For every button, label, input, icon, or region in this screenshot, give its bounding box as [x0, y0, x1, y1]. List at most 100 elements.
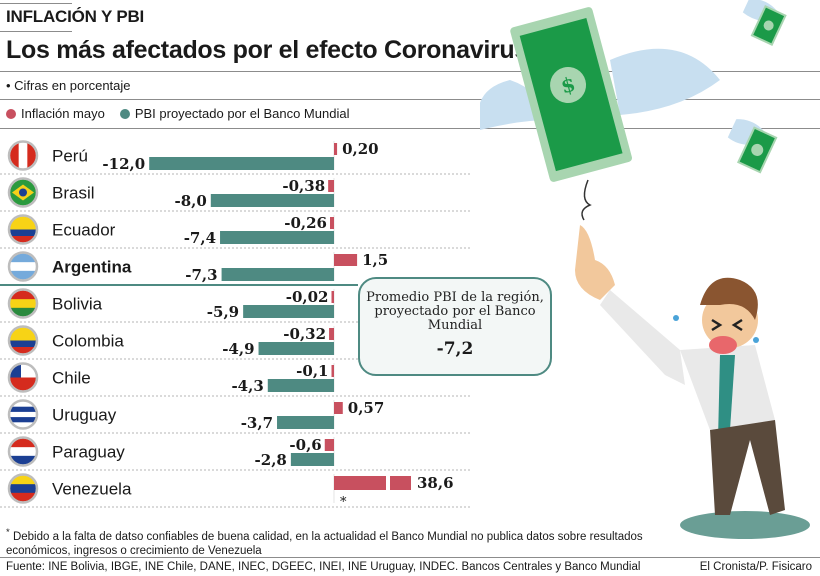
flag-ring	[7, 251, 39, 282]
legend-rule	[0, 128, 820, 129]
flag-ring	[7, 399, 39, 430]
flag-ring	[7, 362, 39, 393]
svg-text:$: $	[558, 72, 578, 99]
country-label: Venezuela	[52, 480, 132, 499]
illustration: $	[480, 0, 810, 539]
gdp-value-label: -2,8	[255, 451, 287, 469]
country-label: Brasil	[52, 184, 95, 203]
regional-average-label: Promedio PBI de la región, proyectado po…	[366, 290, 544, 333]
flying-banknote-icon: $	[510, 7, 632, 182]
bar-chart: Perú 0,20 -12,0 Brasil -0,38 -8,0 Ecuador -0,26…	[0, 140, 470, 510]
flag-colombia-icon	[10, 327, 36, 354]
footer-rule	[0, 557, 820, 558]
gdp-bar	[258, 342, 334, 355]
subtitle: • Cifras en porcentaje	[6, 78, 131, 93]
legend-item-inflation: Inflación mayo	[6, 106, 105, 121]
gdp-value-label: -3,7	[241, 414, 273, 432]
country-label: Chile	[52, 369, 91, 388]
flag-ring	[7, 214, 39, 245]
flag-chile-icon	[10, 364, 36, 391]
gdp-bar	[210, 194, 334, 207]
gdp-value-label: -5,9	[207, 303, 239, 321]
inflation-bar	[331, 365, 334, 377]
inflation-bar	[334, 402, 343, 414]
title-rule	[0, 71, 820, 72]
string-icon	[581, 179, 592, 221]
legend-swatch-inflation	[6, 108, 16, 119]
inflation-bar	[329, 328, 334, 340]
country-label: Paraguay	[52, 443, 125, 462]
gdp-bar	[221, 268, 334, 281]
flag-ring	[7, 325, 39, 356]
footnote-text: Debido a la falta de datso confiables de…	[6, 530, 643, 557]
inflation-value-label: -0,26	[284, 214, 327, 232]
inflation-value-label: -0,38	[282, 177, 325, 195]
inflation-value-label: 38,6	[417, 474, 454, 492]
inflation-value-label: 1,5	[362, 251, 388, 269]
gdp-value-label: -4,9	[222, 340, 254, 358]
inflation-value-label: -0,1	[296, 362, 328, 380]
gdp-bar	[243, 305, 334, 318]
inflation-value-label: -0,02	[286, 288, 329, 306]
legend: Inflación mayo PBI proyectado por el Ban…	[6, 106, 364, 121]
wings-icon	[480, 48, 720, 130]
flag-ecuador-icon	[10, 216, 36, 243]
country-label: Perú	[52, 147, 88, 166]
legend-swatch-gdp	[119, 108, 130, 119]
flag-brasil-icon	[10, 179, 36, 206]
source: Fuente: INE Bolivia, IBGE, INE Chile, DA…	[6, 561, 641, 573]
legend-label-inflation: Inflación mayo	[21, 106, 105, 121]
flag-uruguay-icon	[10, 401, 36, 428]
credit: El Cronista/P. Fisicaro	[699, 561, 812, 573]
country-label: Uruguay	[52, 406, 117, 425]
inflation-bar	[328, 180, 334, 192]
flag-ring	[7, 436, 39, 467]
inflation-value-label: -0,6	[289, 436, 321, 454]
flag-bolivia-icon	[10, 290, 36, 317]
inflation-bar-break	[390, 476, 411, 490]
gdp-value-label: -7,4	[184, 229, 216, 247]
gdp-bar	[149, 157, 334, 170]
gdp-footnote-marker: *	[340, 495, 347, 510]
inflation-bar	[334, 476, 386, 490]
inflation-value-label: 0,20	[342, 140, 379, 158]
gdp-value-label: -4,3	[231, 377, 263, 395]
kicker-rule	[0, 31, 72, 32]
small-banknote-icon	[742, 0, 787, 46]
gdp-bar	[267, 379, 334, 392]
footnote: * Debido a la falta de datso confiables …	[6, 526, 686, 558]
kicker: INFLACIÓN Y PBI	[6, 7, 145, 26]
country-label: Argentina	[52, 258, 132, 277]
country-label: Ecuador	[52, 221, 116, 240]
flag-ring	[7, 177, 39, 208]
flag-perú-icon	[10, 142, 36, 169]
inflation-bar	[324, 439, 334, 451]
inflation-bar	[334, 254, 358, 266]
small-banknote-icon-2	[727, 119, 778, 174]
gdp-value-label: -12,0	[102, 155, 145, 173]
flag-venezuela-icon	[10, 475, 36, 502]
gdp-bar	[277, 416, 334, 429]
inflation-value-label: 0,57	[348, 399, 385, 417]
country-label: Colombia	[52, 332, 124, 351]
country-label: Bolivia	[52, 295, 103, 314]
footnote-marker: *	[6, 527, 10, 538]
inflation-bar	[329, 217, 334, 229]
inflation-bar	[331, 291, 334, 303]
gdp-bar	[290, 453, 334, 466]
regional-average-box: Promedio PBI de la región, proyectado po…	[358, 277, 552, 376]
legend-item-gdp: PBI proyectado por el Banco Mundial	[119, 106, 350, 121]
gdp-value-label: -7,3	[185, 266, 217, 284]
flag-paraguay-icon	[10, 438, 36, 465]
inflation-bar	[334, 143, 338, 155]
flag-argentina-icon	[10, 253, 36, 280]
legend-label-gdp: PBI proyectado por el Banco Mundial	[134, 106, 350, 121]
gdp-bar	[220, 231, 334, 244]
crying-man-icon	[575, 225, 810, 539]
page-title: Los más afectados por el efecto Coronavi…	[6, 36, 528, 64]
gdp-value-label: -8,0	[174, 192, 206, 210]
top-rule	[0, 3, 72, 4]
flag-ring	[7, 140, 39, 171]
subtitle-rule	[0, 99, 820, 100]
inflation-value-label: -0,32	[283, 325, 326, 343]
